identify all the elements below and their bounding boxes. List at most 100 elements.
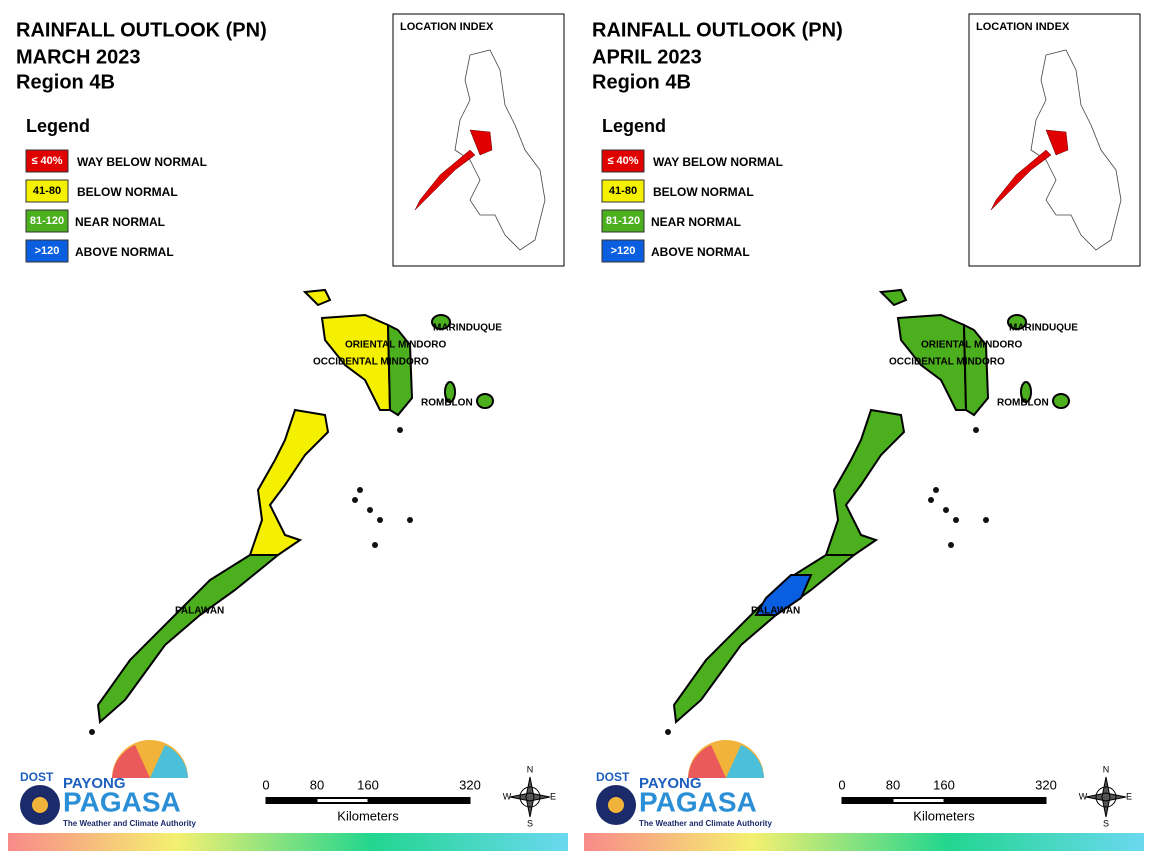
legend-code: 81-120 [606,215,640,227]
legend-code: ≤ 40% [607,155,638,167]
panel: RAINFALL OUTLOOK (PN) APRIL 2023 Region 4B… [584,13,1144,851]
islet [953,517,959,523]
islet [943,507,949,513]
logo-umbrella-right [726,745,764,778]
islet [983,517,989,523]
inset-title: LOCATION INDEX [400,21,494,33]
island [431,314,451,330]
scale-label: 160 [933,777,955,792]
scale-label: 0 [838,777,845,792]
province [248,408,330,556]
logo-agency: DOST [20,770,54,784]
province [962,323,990,417]
compass-label: E [1126,791,1132,801]
province [320,313,392,411]
scale-label: 80 [886,777,900,792]
province [302,288,332,307]
scale-segment [317,799,368,802]
logo-name2: PAGASA [63,786,181,817]
logo-name1: PAYONG [63,775,126,792]
place-label: ORIENTAL MINDORO [345,340,447,351]
island [444,381,456,403]
scale-segment [893,799,944,802]
legend-swatch [25,179,69,203]
scale-label: 80 [310,777,324,792]
legend-swatch [601,239,645,263]
province [96,554,281,725]
legend-swatch [601,179,645,203]
island [1007,314,1027,330]
compass-label: E [550,791,556,801]
place-label: MARINDUQUE [433,323,502,334]
region: Region 4B [16,71,115,93]
logo-name2: PAGASA [639,786,757,817]
legend-label: ABOVE NORMAL [75,245,174,259]
legend-code: >120 [35,245,60,257]
legend-code: ≤ 40% [31,155,62,167]
compass-label: W [1079,791,1088,801]
legend-code: >120 [611,245,636,257]
province [824,408,906,556]
islet [948,542,954,548]
legend-label: ABOVE NORMAL [651,245,750,259]
scale-unit: Kilometers [337,808,399,823]
island [1052,393,1070,409]
region: Region 4B [592,71,691,93]
logo-emblem-core [608,797,624,813]
compass-label: N [527,764,534,774]
scale-label: 160 [357,777,379,792]
province [672,554,857,725]
inset-land [454,49,546,251]
compass-ring [519,786,541,808]
legend-label: NEAR NORMAL [75,215,165,229]
place-label: ORIENTAL MINDORO [921,340,1023,351]
logo-emblem-core [32,797,48,813]
province [878,288,908,307]
place-label: ROMBLON [997,398,1049,409]
legend-swatch [25,149,69,173]
legend-title: Legend [26,116,90,136]
compass-label: S [1103,818,1109,828]
inset-title: LOCATION INDEX [976,21,1070,33]
scale-unit: Kilometers [913,808,975,823]
islet [367,507,373,513]
islet [665,729,671,735]
inset-land [1030,49,1122,251]
legend-label: BELOW NORMAL [653,185,754,199]
legend-swatch [601,149,645,173]
island [1020,381,1032,403]
inset-highlight [990,129,1069,211]
title: RAINFALL OUTLOOK (PN) [592,19,843,41]
place-label: PALAWAN [175,606,224,617]
color-band [8,833,568,851]
scale-label: 320 [1035,777,1057,792]
province [896,313,968,411]
compass-rose [509,776,551,818]
place-label: OCCIDENTAL MINDORO [313,357,429,368]
logo-tagline: The Weather and Climate Authority [63,819,196,828]
legend-swatch [25,239,69,263]
scale-label: 320 [459,777,481,792]
islet [352,497,358,503]
legend-swatch [25,209,69,233]
panel: RAINFALL OUTLOOK (PN) MARCH 2023 Region 4B… [8,13,568,851]
logo-agency: DOST [596,770,630,784]
islet [89,729,95,735]
islet [397,427,403,433]
logo-umbrella-left [688,745,726,778]
compass-label: S [527,818,533,828]
logo-name1: PAYONG [639,775,702,792]
color-band [584,833,1144,851]
island [476,393,494,409]
compass-rose [1085,776,1127,818]
logo-umbrella-left [112,745,150,778]
legend-label: WAY BELOW NORMAL [653,155,783,169]
legend-label: NEAR NORMAL [651,215,741,229]
place-label: OCCIDENTAL MINDORO [889,357,1005,368]
islet [407,517,413,523]
place-label: MARINDUQUE [1009,323,1078,334]
compass-label: W [503,791,512,801]
legend-title: Legend [602,116,666,136]
title: RAINFALL OUTLOOK (PN) [16,19,267,41]
